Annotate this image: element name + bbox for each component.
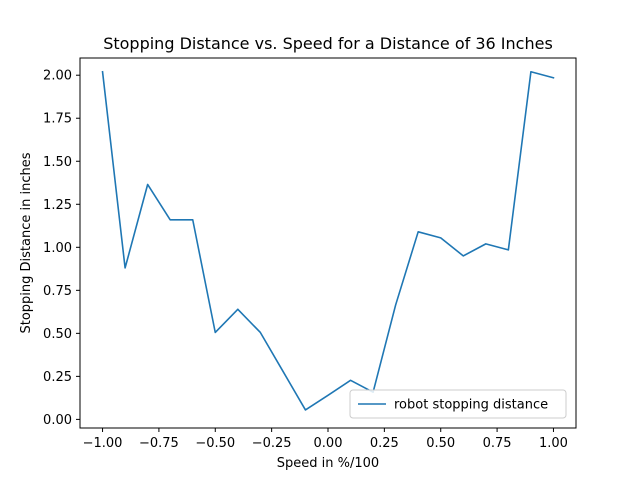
y-tick-label: 1.75 xyxy=(43,112,72,127)
x-tick-label: 0.50 xyxy=(426,436,455,451)
x-tick-label: −1.00 xyxy=(83,436,123,451)
y-tick-label: 1.25 xyxy=(43,198,72,213)
y-tick-label: 0.00 xyxy=(43,413,72,428)
y-tick-label: 0.25 xyxy=(43,370,72,385)
legend-entry: robot stopping distance xyxy=(394,398,548,413)
axes: −1.00 −0.75 −0.50 −0.25 0.00 0.25 0.50 0.75 1.00… xyxy=(43,57,577,451)
x-tick-label: 0.25 xyxy=(370,436,399,451)
legend: robot stopping distance xyxy=(349,389,567,419)
plot-area xyxy=(101,70,555,411)
x-tick-label: 1.00 xyxy=(539,436,568,451)
y-tick-label: 1.00 xyxy=(43,241,72,256)
series-line-0 xyxy=(101,70,555,411)
y-tick-label: 1.50 xyxy=(43,155,72,170)
x-tick-label: 0.75 xyxy=(483,436,512,451)
y-axis-label: Stopping Distance in inches xyxy=(19,152,34,333)
x-tick-label: −0.25 xyxy=(252,436,292,451)
y-tick-label: 2.00 xyxy=(43,69,72,84)
y-tick-label: 0.75 xyxy=(43,284,72,299)
legend-box xyxy=(349,389,567,419)
chart-title: Stopping Distance vs. Speed for a Distan… xyxy=(103,34,553,53)
x-tick-label: −0.75 xyxy=(139,436,179,451)
x-tick-label: −0.50 xyxy=(195,436,235,451)
y-tick-label: 0.50 xyxy=(43,327,72,342)
x-axis-label: Speed in %/100 xyxy=(277,456,379,471)
x-tick-label: 0.00 xyxy=(314,436,343,451)
